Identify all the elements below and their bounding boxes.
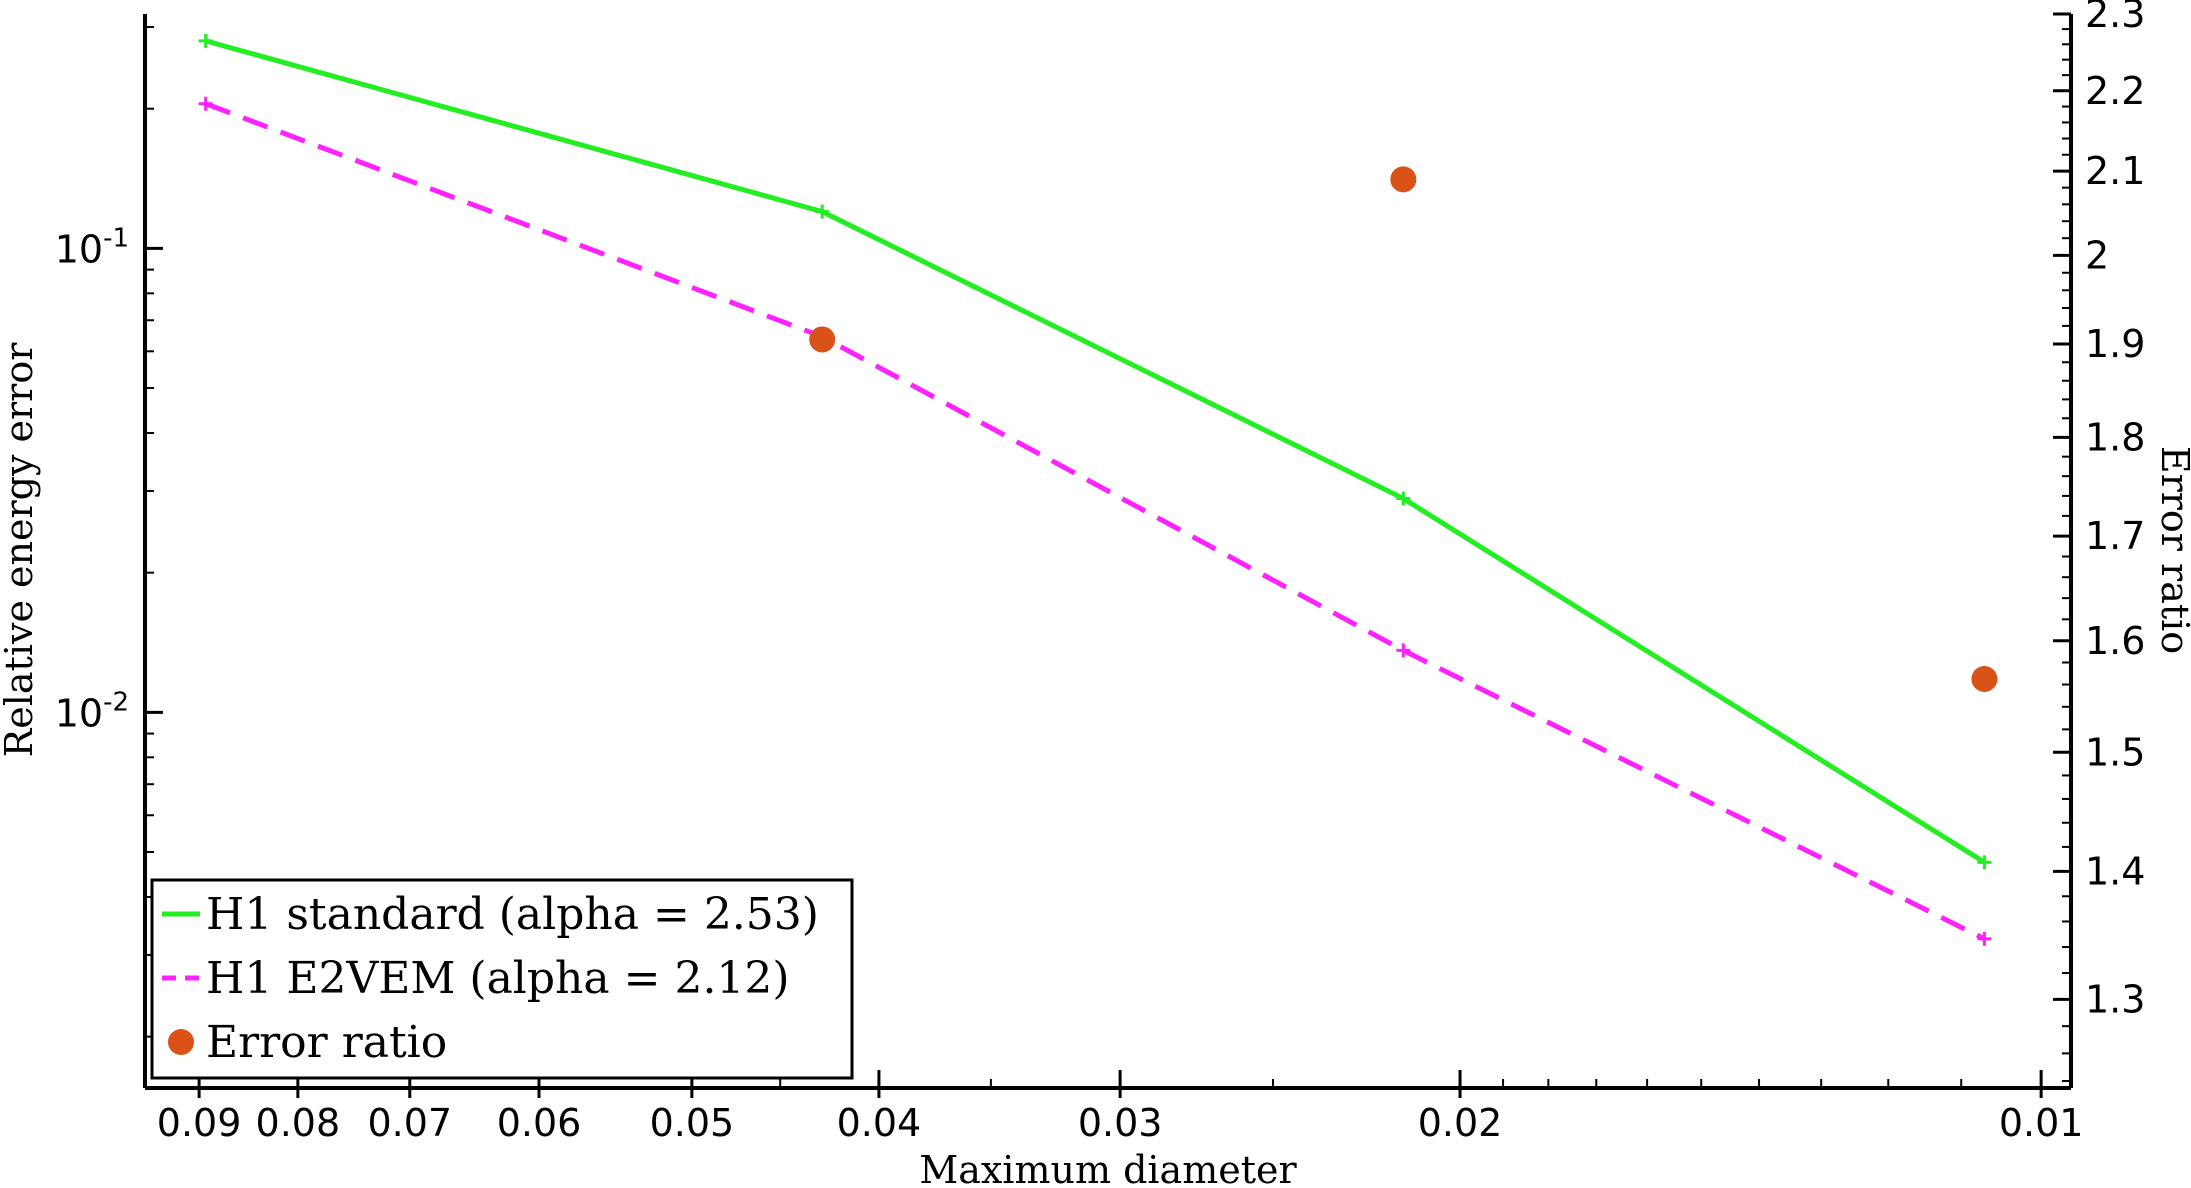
y-left-tick-exponent: -1 [103, 223, 129, 253]
x-tick-label: 0.02 [1418, 1101, 1503, 1145]
legend-label-h1-e2vem: H1 E2VEM (alpha = 2.12) [206, 953, 790, 1004]
x-tick-label: 0.09 [157, 1101, 242, 1145]
y-right-tick-label: 1.9 [2085, 322, 2145, 366]
h1-e2vem-line [204, 101, 1986, 942]
y-right-tick-label: 2.1 [2085, 149, 2145, 193]
series-layer [198, 33, 1998, 946]
right-axis-label: Error ratio [2153, 446, 2191, 654]
y-right-tick-label: 1.4 [2085, 849, 2145, 893]
y-right-tick-label: 2.3 [2085, 0, 2145, 36]
y-left-tick-exponent: -2 [103, 687, 129, 717]
y-right-tick-label: 2.2 [2085, 69, 2145, 113]
x-tick-label: 0.06 [497, 1101, 582, 1145]
x-tick-label: 0.05 [650, 1101, 735, 1145]
y-left-tick-base: 10 [55, 691, 103, 735]
x-tick-label: 0.01 [1999, 1101, 2084, 1145]
right-axis-ticks: 1.3 1.4 1.5 1.6 1.7 1.8 1.9 2 2.1 2.2 2.3 [2053, 0, 2145, 1083]
y-left-tick-base: 10 [55, 227, 103, 271]
legend-label-h1-standard: H1 standard (alpha = 2.53) [206, 889, 819, 940]
y-right-tick-label: 1.5 [2085, 730, 2145, 774]
y-right-tick-label: 1.8 [2085, 415, 2145, 459]
y-right-tick-label: 1.3 [2085, 977, 2145, 1021]
y-left-tick-label: 10-1 [55, 223, 129, 271]
legend-swatch-error-ratio [168, 1029, 194, 1055]
x-tick-label: 0.08 [256, 1101, 341, 1145]
error-ratio-point [809, 326, 836, 353]
y-right-tick-label: 2 [2085, 233, 2109, 277]
error-ratio-point [1971, 665, 1998, 692]
y-right-tick-label: 1.6 [2085, 619, 2145, 663]
legend-box [150, 878, 854, 1080]
y-left-tick-label: 10-2 [55, 687, 129, 735]
x-axis-label: Maximum diameter [919, 1148, 1297, 1188]
legend-label-error-ratio: Error ratio [206, 1017, 447, 1068]
x-tick-label: 0.07 [367, 1101, 452, 1145]
legend: H1 standard (alpha = 2.53) H1 E2VEM (alp… [150, 878, 854, 1080]
axes-frame [143, 14, 2073, 1090]
left-axis-label: Relative energy error [0, 342, 41, 758]
x-tick-label: 0.04 [837, 1101, 922, 1145]
x-tick-label: 0.03 [1078, 1101, 1163, 1145]
y-right-tick-label: 1.7 [2085, 514, 2145, 558]
h1-standard-line [205, 38, 1986, 865]
x-axis-ticks: 0.09 0.08 0.07 0.06 0.05 0.04 0.03 0.02 0.01 [157, 1070, 2084, 1145]
error-ratio-point [1390, 166, 1417, 193]
left-axis-ticks: 10-110-2 [55, 26, 163, 1038]
